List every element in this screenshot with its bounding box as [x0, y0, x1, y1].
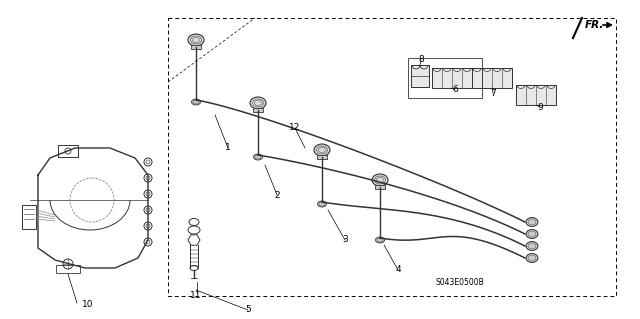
Text: 12: 12	[289, 123, 301, 132]
Text: FR.: FR.	[585, 20, 604, 30]
Ellipse shape	[526, 254, 538, 263]
Ellipse shape	[314, 144, 330, 156]
Bar	[58, 145, 78, 157]
Bar	[432, 68, 472, 88]
Ellipse shape	[526, 229, 538, 239]
Text: 6: 6	[452, 85, 458, 94]
Ellipse shape	[253, 154, 262, 160]
Ellipse shape	[526, 241, 538, 250]
Bar	[22, 205, 36, 229]
Ellipse shape	[250, 97, 266, 109]
Bar	[472, 68, 512, 88]
Bar	[516, 85, 556, 105]
Ellipse shape	[191, 99, 200, 105]
Ellipse shape	[372, 174, 388, 186]
Text: 3: 3	[342, 235, 348, 244]
Text: 1: 1	[225, 144, 231, 152]
Bar	[191, 45, 201, 49]
Bar	[168, 18, 616, 296]
Bar	[56, 265, 80, 273]
Text: 4: 4	[395, 265, 401, 275]
Bar	[408, 58, 482, 98]
Text: 11: 11	[190, 291, 202, 300]
Text: 7: 7	[490, 88, 496, 98]
Text: 10: 10	[83, 300, 93, 309]
Ellipse shape	[526, 218, 538, 226]
Ellipse shape	[376, 237, 385, 243]
Text: 5: 5	[245, 306, 251, 315]
Text: 9: 9	[537, 102, 543, 112]
Text: 2: 2	[274, 190, 280, 199]
Bar	[317, 155, 327, 159]
Text: 8: 8	[418, 56, 424, 64]
Bar	[375, 185, 385, 189]
Ellipse shape	[317, 201, 326, 207]
Bar	[411, 65, 429, 87]
Ellipse shape	[188, 34, 204, 46]
Text: S043E0500B: S043E0500B	[436, 278, 484, 287]
Bar	[253, 108, 263, 112]
